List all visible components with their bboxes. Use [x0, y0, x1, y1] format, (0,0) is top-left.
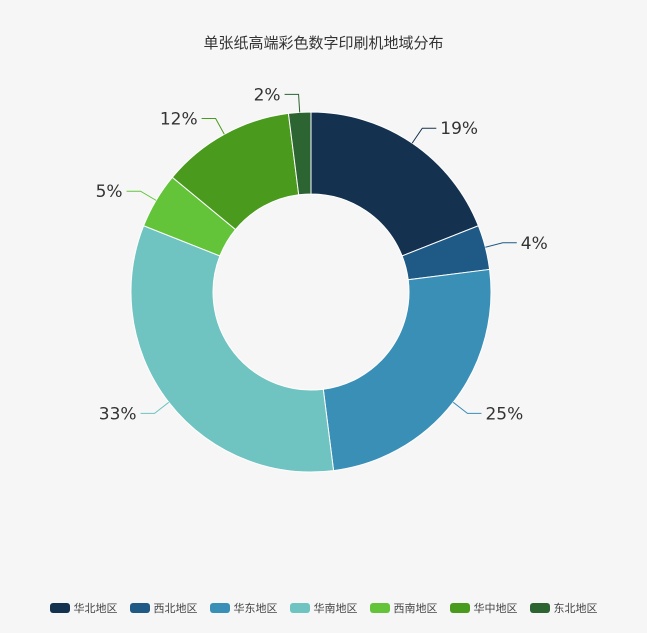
leader-line [485, 242, 517, 248]
legend-label: 华南地区 [313, 602, 358, 615]
leader-line [126, 190, 157, 201]
legend-swatch [49, 603, 70, 613]
legend-swatch [369, 603, 390, 613]
legend-label: 西南地区 [393, 602, 438, 615]
data-label: 5% [96, 182, 123, 202]
slice-东北地区[interactable] [287, 111, 312, 196]
legend-item[interactable]: 华中地区 [449, 600, 518, 616]
leader-line [140, 401, 170, 414]
data-label: 33% [99, 404, 137, 424]
legend-item[interactable]: 东北地区 [529, 600, 598, 616]
leader-line [411, 127, 437, 144]
legend-item[interactable]: 西南地区 [369, 600, 438, 616]
slice-华东地区[interactable] [322, 268, 492, 472]
legend-item[interactable]: 华东地区 [209, 600, 278, 616]
legend-swatch [289, 603, 310, 613]
legend-item[interactable]: 西北地区 [129, 600, 198, 616]
legend-item[interactable]: 华南地区 [289, 600, 358, 616]
legend-label: 华东地区 [233, 602, 278, 615]
data-label: 12% [160, 109, 198, 129]
leader-line [452, 401, 482, 414]
data-label: 4% [521, 234, 548, 254]
legend-label: 华中地区 [473, 602, 518, 615]
legend: 华北地区 西北地区 华东地区 华南地区 西南地区 华中地区 东北地区 [0, 600, 647, 616]
legend-label: 华北地区 [73, 602, 118, 615]
legend-label: 东北地区 [553, 602, 598, 615]
leader-line [201, 117, 225, 135]
slice-华南地区[interactable] [130, 225, 335, 473]
data-label: 2% [254, 85, 281, 105]
leader-line [284, 93, 301, 113]
legend-swatch [129, 603, 150, 613]
legend-label: 西北地区 [153, 602, 198, 615]
legend-swatch [209, 603, 230, 613]
data-label: 19% [440, 119, 478, 139]
legend-swatch [529, 603, 550, 613]
slice-华北地区[interactable] [310, 111, 480, 257]
chart-title: 单张纸高端彩色数字印刷机地域分布 [203, 34, 444, 52]
legend-item[interactable]: 华北地区 [49, 600, 118, 616]
legend-swatch [449, 603, 470, 613]
data-label: 25% [485, 404, 523, 424]
